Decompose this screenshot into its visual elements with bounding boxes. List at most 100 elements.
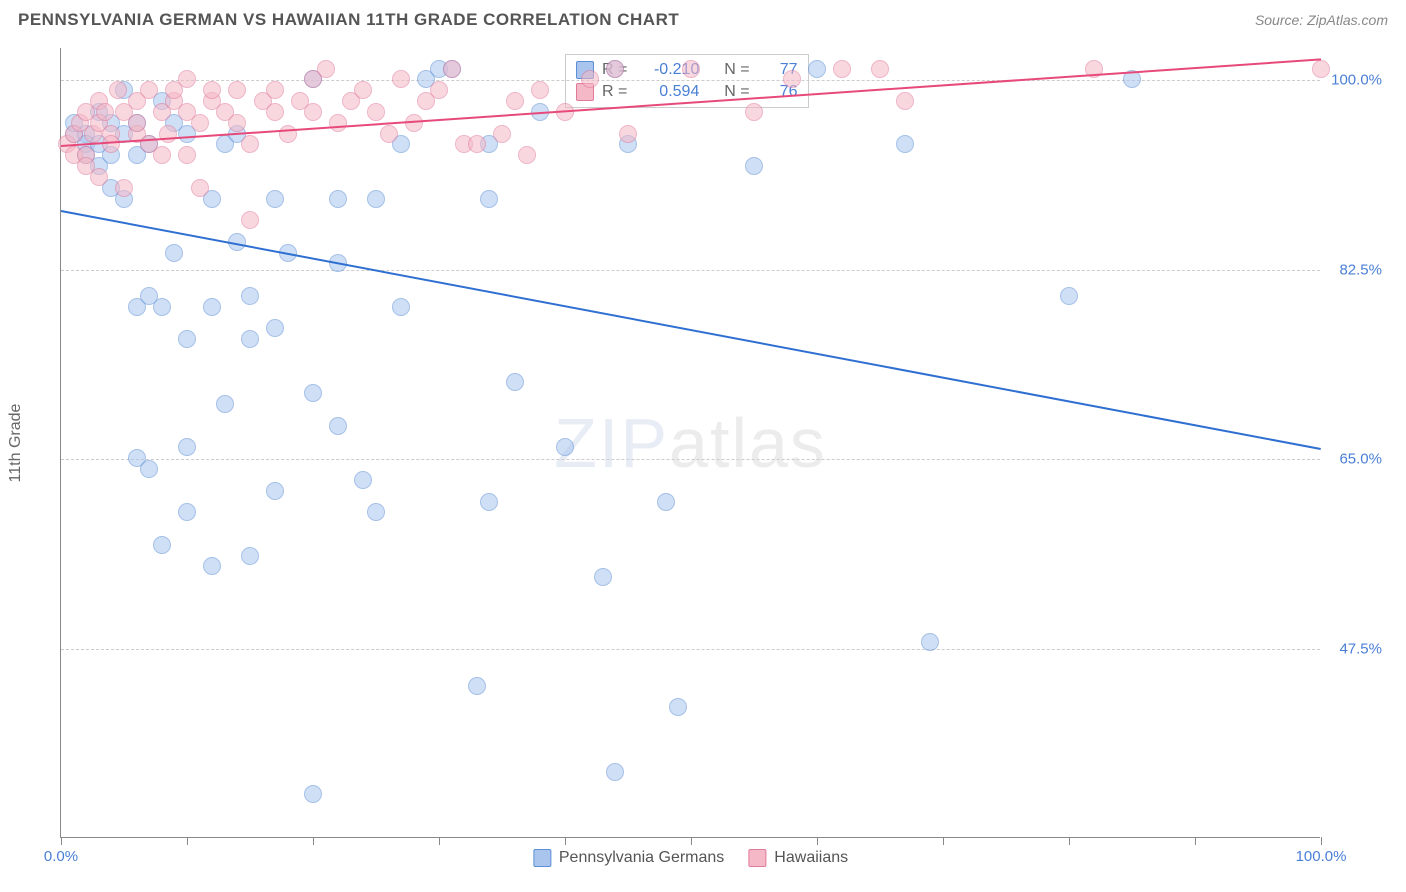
- scatter-point: [128, 114, 146, 132]
- scatter-point: [203, 557, 221, 575]
- scatter-point: [669, 698, 687, 716]
- legend-row: R =0.594 N =76: [576, 81, 798, 103]
- scatter-point: [871, 60, 889, 78]
- scatter-point: [241, 211, 259, 229]
- scatter-point: [506, 92, 524, 110]
- scatter-point: [153, 536, 171, 554]
- scatter-point: [178, 438, 196, 456]
- scatter-point: [581, 70, 599, 88]
- scatter-point: [266, 103, 284, 121]
- legend-item: Pennsylvania Germans: [533, 849, 724, 867]
- x-tick: [1069, 837, 1070, 845]
- gridline-h: [61, 649, 1320, 650]
- scatter-point: [216, 395, 234, 413]
- scatter-point: [140, 460, 158, 478]
- legend-label: Hawaiians: [774, 849, 848, 867]
- scatter-point: [392, 298, 410, 316]
- scatter-point: [140, 81, 158, 99]
- scatter-point: [304, 103, 322, 121]
- x-tick: [61, 837, 62, 845]
- scatter-point: [266, 482, 284, 500]
- x-tick: [313, 837, 314, 845]
- scatter-point: [896, 92, 914, 110]
- x-tick-label: 0.0%: [44, 848, 78, 865]
- scatter-point: [380, 125, 398, 143]
- scatter-point: [329, 417, 347, 435]
- watermark: ZIPatlas: [554, 403, 827, 483]
- scatter-point: [304, 384, 322, 402]
- scatter-point: [102, 135, 120, 153]
- scatter-point: [783, 70, 801, 88]
- x-tick-label: 100.0%: [1296, 848, 1347, 865]
- scatter-point: [556, 438, 574, 456]
- x-tick: [565, 837, 566, 845]
- scatter-point: [392, 70, 410, 88]
- gridline-h: [61, 459, 1320, 460]
- chart-title: PENNSYLVANIA GERMAN VS HAWAIIAN 11TH GRA…: [18, 10, 679, 30]
- x-tick: [439, 837, 440, 845]
- scatter-point: [191, 114, 209, 132]
- x-tick: [187, 837, 188, 845]
- scatter-point: [329, 190, 347, 208]
- legend-swatch: [533, 849, 551, 867]
- scatter-point: [506, 373, 524, 391]
- scatter-point: [279, 125, 297, 143]
- legend-label: Pennsylvania Germans: [559, 849, 724, 867]
- scatter-point: [367, 103, 385, 121]
- scatter-point: [178, 330, 196, 348]
- scatter-point: [153, 298, 171, 316]
- legend-swatch: [748, 849, 766, 867]
- scatter-point: [1060, 287, 1078, 305]
- scatter-point: [178, 146, 196, 164]
- scatter-point: [153, 146, 171, 164]
- scatter-point: [109, 81, 127, 99]
- scatter-point: [682, 60, 700, 78]
- scatter-point: [808, 60, 826, 78]
- x-tick: [691, 837, 692, 845]
- scatter-point: [241, 135, 259, 153]
- plot-area: ZIPatlas R =-0.210 N =77R =0.594 N =76 P…: [60, 48, 1320, 838]
- scatter-point: [96, 103, 114, 121]
- scatter-point: [430, 81, 448, 99]
- scatter-point: [896, 135, 914, 153]
- scatter-point: [228, 81, 246, 99]
- scatter-point: [266, 319, 284, 337]
- scatter-point: [921, 633, 939, 651]
- scatter-point: [480, 493, 498, 511]
- source-label: Source: ZipAtlas.com: [1255, 12, 1388, 28]
- series-legend: Pennsylvania Germans Hawaiians: [533, 849, 848, 867]
- scatter-point: [833, 60, 851, 78]
- x-tick: [943, 837, 944, 845]
- scatter-point: [203, 81, 221, 99]
- scatter-point: [178, 503, 196, 521]
- scatter-point: [354, 81, 372, 99]
- scatter-point: [329, 114, 347, 132]
- scatter-point: [468, 135, 486, 153]
- scatter-point: [241, 547, 259, 565]
- scatter-point: [367, 190, 385, 208]
- scatter-point: [367, 503, 385, 521]
- scatter-point: [657, 493, 675, 511]
- scatter-point: [493, 125, 511, 143]
- chart-container: 11th Grade ZIPatlas R =-0.210 N =77R =0.…: [60, 48, 1380, 838]
- y-tick-label: 100.0%: [1331, 72, 1382, 89]
- scatter-point: [266, 190, 284, 208]
- scatter-point: [354, 471, 372, 489]
- scatter-point: [1312, 60, 1330, 78]
- scatter-point: [745, 103, 763, 121]
- scatter-point: [178, 70, 196, 88]
- y-tick-label: 82.5%: [1339, 261, 1382, 278]
- scatter-point: [619, 125, 637, 143]
- x-tick: [817, 837, 818, 845]
- scatter-point: [468, 677, 486, 695]
- y-tick-label: 47.5%: [1339, 640, 1382, 657]
- watermark-light: atlas: [669, 404, 827, 482]
- scatter-point: [241, 287, 259, 305]
- x-tick: [1195, 837, 1196, 845]
- y-axis-title: 11th Grade: [7, 404, 25, 483]
- scatter-point: [518, 146, 536, 164]
- y-tick-label: 65.0%: [1339, 451, 1382, 468]
- scatter-point: [304, 785, 322, 803]
- scatter-point: [203, 298, 221, 316]
- scatter-point: [531, 81, 549, 99]
